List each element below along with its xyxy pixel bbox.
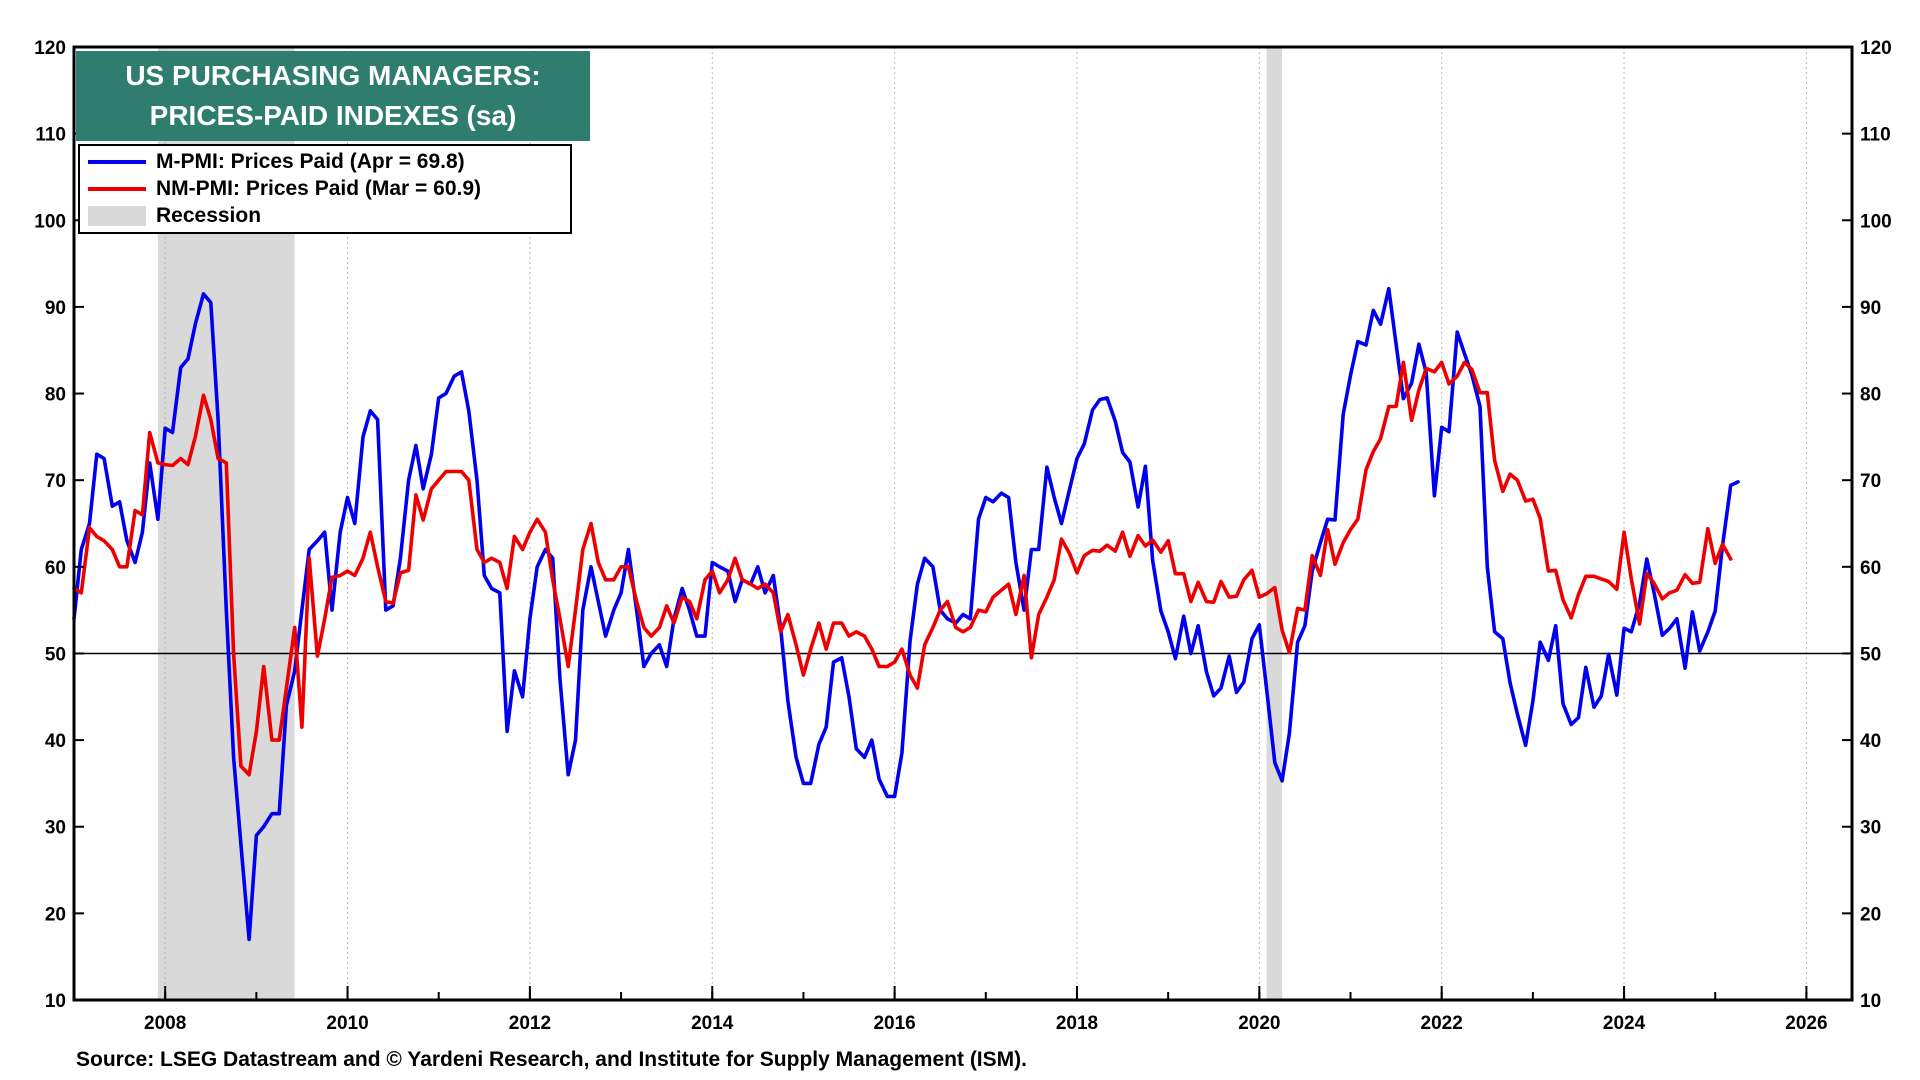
series-lines [72, 286, 1740, 942]
legend-label-recession: Recession [156, 204, 262, 227]
legend-swatch-nm-pmi [88, 187, 146, 191]
ytick-label-left-30: 30 [45, 818, 66, 839]
xtick-label-2024: 2024 [1603, 1013, 1646, 1034]
xtick-label-2022: 2022 [1421, 1013, 1463, 1034]
xtick-label-2018: 2018 [1056, 1013, 1098, 1034]
ytick-label-right-40: 40 [1860, 731, 1881, 752]
ytick-label-right-60: 60 [1860, 558, 1881, 579]
ytick-label-left-60: 60 [45, 558, 66, 579]
ytick-label-left-20: 20 [45, 904, 66, 925]
ytick-label-left-120: 120 [34, 38, 66, 59]
ytick-label-left-100: 100 [34, 211, 66, 232]
xtick-label-2026: 2026 [1785, 1013, 1827, 1034]
plot-frame [72, 45, 1854, 1002]
xtick-label-2010: 2010 [326, 1013, 368, 1034]
ytick-label-right-90: 90 [1860, 298, 1881, 319]
legend-item-m-pmi: M-PMI: Prices Paid (Apr = 69.8) [88, 149, 465, 175]
ytick-label-left-90: 90 [45, 298, 66, 319]
legend-item-nm-pmi: NM-PMI: Prices Paid (Mar = 60.9) [88, 176, 481, 202]
series-line-nm-pmi [72, 360, 1733, 777]
gridlines [164, 47, 1807, 1000]
legend-label-nm-pmi: NM-PMI: Prices Paid (Mar = 60.9) [156, 177, 482, 200]
xtick-label-2020: 2020 [1238, 1013, 1280, 1034]
xtick-label-2008: 2008 [144, 1013, 186, 1034]
xtick-label-2012: 2012 [509, 1013, 551, 1034]
ytick-label-left-110: 110 [35, 125, 66, 146]
ytick-label-left-70: 70 [45, 471, 66, 492]
ytick-label-left-10: 10 [45, 991, 66, 1012]
legend: M-PMI: Prices Paid (Apr = 69.8) NM-PMI: … [78, 144, 572, 234]
ytick-label-right-80: 80 [1860, 385, 1881, 406]
source-note: Source: LSEG Datastream and © Yardeni Re… [76, 1048, 1027, 1071]
ytick-label-left-50: 50 [45, 644, 66, 665]
ytick-label-right-120: 120 [1860, 38, 1892, 59]
xtick-label-2014: 2014 [691, 1013, 734, 1034]
ytick-label-right-110: 110 [1860, 125, 1891, 146]
legend-label-m-pmi: M-PMI: Prices Paid (Apr = 69.8) [156, 150, 465, 173]
ytick-label-right-30: 30 [1860, 818, 1881, 839]
xtick-label-2016: 2016 [873, 1013, 915, 1034]
recession-band-1 [1266, 47, 1283, 1000]
chart-title-line2: PRICES-PAID INDEXES (sa) [149, 100, 517, 131]
ytick-label-left-80: 80 [45, 385, 66, 406]
legend-item-recession: Recession [88, 203, 261, 229]
chart-title: US PURCHASING MANAGERS: PRICES-PAID INDE… [76, 51, 590, 141]
ytick-label-right-100: 100 [1860, 211, 1892, 232]
chart-title-line1: US PURCHASING MANAGERS: [125, 60, 541, 91]
ytick-label-right-20: 20 [1860, 904, 1881, 925]
legend-swatch-m-pmi [88, 160, 146, 164]
ytick-label-right-50: 50 [1860, 644, 1881, 665]
ytick-label-left-40: 40 [45, 731, 66, 752]
series-line-m-pmi [72, 286, 1740, 942]
ytick-label-right-10: 10 [1860, 991, 1881, 1012]
ytick-label-right-70: 70 [1860, 471, 1881, 492]
legend-swatch-recession [88, 206, 146, 226]
